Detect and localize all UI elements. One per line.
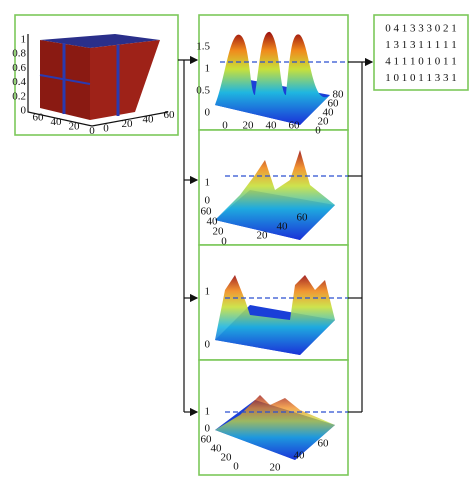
matrix-row: 0 4 1 3 3 3 0 2 1 xyxy=(385,23,457,35)
right-tick-label: 20 xyxy=(318,116,330,128)
z-tick-label: 0.8 xyxy=(12,48,26,60)
right-tick-label: 60 xyxy=(328,98,340,110)
right-tick-label: 40 xyxy=(277,221,289,233)
right-tick-label: 60 xyxy=(318,438,330,450)
right-tick-label: 80 xyxy=(333,89,345,101)
left-tick-label: 60 xyxy=(33,112,45,124)
left-tick-label: 0 xyxy=(222,120,228,132)
left-tick-label: 0 xyxy=(221,236,227,248)
right-tick-label: 0 xyxy=(315,125,321,137)
left-tick-label: 60 xyxy=(201,206,213,218)
z-tick-label: 0 xyxy=(205,107,211,119)
z-tick-label: 1 xyxy=(205,286,211,298)
left-tick-label: 40 xyxy=(266,120,278,132)
z-tick-label: 0 xyxy=(205,195,211,207)
connectors xyxy=(178,55,374,417)
z-tick-label: 0.6 xyxy=(12,62,26,74)
left-tick-label: 20 xyxy=(69,121,81,133)
left-tick-label: 60 xyxy=(289,120,301,132)
matrix-row: 4 1 1 1 0 1 0 1 1 xyxy=(385,56,457,68)
left-tick-label: 0 xyxy=(233,461,239,473)
left-tick-label: 40 xyxy=(211,443,223,455)
z-tick-label: 0 xyxy=(21,105,27,117)
left-tick-label: 40 xyxy=(51,116,63,128)
z-tick-label: 1 xyxy=(205,406,211,418)
left-tick-label: 20 xyxy=(243,120,255,132)
z-tick-label: 1.5 xyxy=(196,41,210,53)
right-tick-label: 40 xyxy=(323,107,335,119)
right-tick-label: 20 xyxy=(270,462,282,474)
right-tick-label: 40 xyxy=(294,450,306,462)
matrix-row: 1 3 1 3 1 1 1 1 1 xyxy=(385,39,457,51)
right-tick-label: 60 xyxy=(164,109,176,121)
right-tick-label: 20 xyxy=(122,118,134,130)
z-tick-label: 1 xyxy=(205,177,211,189)
left-tick-label: 40 xyxy=(207,216,219,228)
z-tick-label: 0 xyxy=(205,339,211,351)
z-tick-label: 0 xyxy=(205,423,211,435)
left-tick-label: 20 xyxy=(221,452,233,464)
output-box xyxy=(373,14,469,91)
right-tick-label: 0 xyxy=(103,123,109,135)
right-tick-label: 60 xyxy=(297,212,309,224)
matrix-row: 1 0 1 0 1 1 3 3 1 xyxy=(385,72,457,84)
left-tick-label: 0 xyxy=(89,125,95,137)
z-tick-label: 1 xyxy=(205,63,211,75)
left-tick-label: 60 xyxy=(201,434,213,446)
surface xyxy=(215,31,335,460)
left-tick-label: 20 xyxy=(213,226,225,238)
z-tick-label: 0.5 xyxy=(196,85,210,97)
right-tick-label: 20 xyxy=(257,230,269,242)
input-block xyxy=(27,34,169,127)
z-tick-label: 0.4 xyxy=(12,76,26,88)
right-tick-label: 40 xyxy=(143,114,155,126)
z-tick-label: 1 xyxy=(21,34,27,46)
z-tick-label: 0.2 xyxy=(12,90,26,102)
